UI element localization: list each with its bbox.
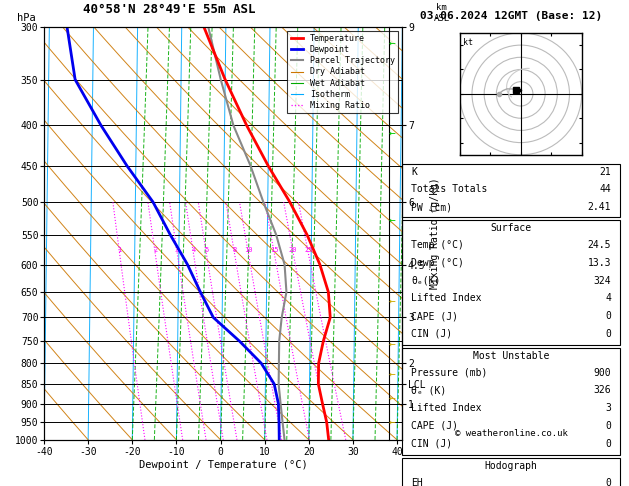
Text: hPa: hPa bbox=[17, 13, 36, 22]
Text: Lifted Index: Lifted Index bbox=[411, 294, 482, 303]
Text: 3: 3 bbox=[605, 403, 611, 413]
Text: Most Unstable: Most Unstable bbox=[473, 351, 549, 361]
Y-axis label: Mixing Ratio (g/kg): Mixing Ratio (g/kg) bbox=[430, 177, 440, 289]
Bar bbox=[403, 348, 620, 455]
Text: ←: ← bbox=[389, 129, 396, 139]
Text: ←: ← bbox=[389, 340, 396, 350]
Text: 4: 4 bbox=[605, 294, 611, 303]
Text: Pressure (mb): Pressure (mb) bbox=[411, 368, 487, 378]
Text: CAPE (J): CAPE (J) bbox=[411, 311, 458, 321]
Text: Dewp (°C): Dewp (°C) bbox=[411, 258, 464, 268]
Text: Totals Totals: Totals Totals bbox=[411, 184, 487, 194]
Text: 8: 8 bbox=[232, 247, 237, 253]
Bar bbox=[403, 458, 620, 486]
Text: θₑ (K): θₑ (K) bbox=[411, 385, 447, 396]
Text: 3: 3 bbox=[175, 247, 179, 253]
Text: 2: 2 bbox=[153, 247, 157, 253]
Text: CIN (J): CIN (J) bbox=[411, 439, 452, 449]
Text: 1: 1 bbox=[118, 247, 121, 253]
Text: 15: 15 bbox=[270, 247, 279, 253]
Text: ←: ← bbox=[389, 296, 396, 306]
Text: ←: ← bbox=[389, 394, 396, 403]
Text: 5: 5 bbox=[204, 247, 208, 253]
Text: CIN (J): CIN (J) bbox=[411, 329, 452, 339]
Text: 24.5: 24.5 bbox=[587, 240, 611, 250]
Text: 0: 0 bbox=[605, 329, 611, 339]
Text: 10: 10 bbox=[244, 247, 252, 253]
Text: km
ASL: km ASL bbox=[434, 3, 450, 22]
Text: 0: 0 bbox=[605, 311, 611, 321]
Text: Surface: Surface bbox=[491, 223, 532, 233]
Text: 0: 0 bbox=[605, 421, 611, 431]
X-axis label: Dewpoint / Temperature (°C): Dewpoint / Temperature (°C) bbox=[139, 460, 308, 469]
Text: PW (cm): PW (cm) bbox=[411, 202, 452, 212]
Text: ←: ← bbox=[389, 418, 396, 428]
Text: 326: 326 bbox=[593, 385, 611, 396]
Text: 324: 324 bbox=[593, 276, 611, 286]
Legend: Temperature, Dewpoint, Parcel Trajectory, Dry Adiabat, Wet Adiabat, Isotherm, Mi: Temperature, Dewpoint, Parcel Trajectory… bbox=[287, 31, 398, 113]
Bar bbox=[403, 221, 620, 345]
Text: © weatheronline.co.uk: © weatheronline.co.uk bbox=[455, 429, 567, 438]
Text: 900: 900 bbox=[593, 368, 611, 378]
Text: 4: 4 bbox=[191, 247, 196, 253]
Text: CAPE (J): CAPE (J) bbox=[411, 421, 458, 431]
Text: 40°58'N 28°49'E 55m ASL: 40°58'N 28°49'E 55m ASL bbox=[83, 3, 256, 17]
Text: Temp (°C): Temp (°C) bbox=[411, 240, 464, 250]
Text: EH: EH bbox=[411, 478, 423, 486]
Text: Hodograph: Hodograph bbox=[484, 461, 537, 470]
Text: 13.3: 13.3 bbox=[587, 258, 611, 268]
Text: 25: 25 bbox=[304, 247, 313, 253]
Text: 0: 0 bbox=[605, 439, 611, 449]
Text: θₑ(K): θₑ(K) bbox=[411, 276, 440, 286]
Text: ←: ← bbox=[389, 369, 396, 379]
Text: ←: ← bbox=[389, 216, 396, 226]
Text: 0: 0 bbox=[605, 478, 611, 486]
Text: ←: ← bbox=[389, 39, 396, 49]
Text: 2.41: 2.41 bbox=[587, 202, 611, 212]
Bar bbox=[403, 164, 620, 217]
Text: 21: 21 bbox=[599, 167, 611, 176]
Text: 03.06.2024 12GMT (Base: 12): 03.06.2024 12GMT (Base: 12) bbox=[420, 11, 602, 20]
Text: Lifted Index: Lifted Index bbox=[411, 403, 482, 413]
Text: 20: 20 bbox=[289, 247, 298, 253]
Text: K: K bbox=[411, 167, 417, 176]
Text: 44: 44 bbox=[599, 184, 611, 194]
